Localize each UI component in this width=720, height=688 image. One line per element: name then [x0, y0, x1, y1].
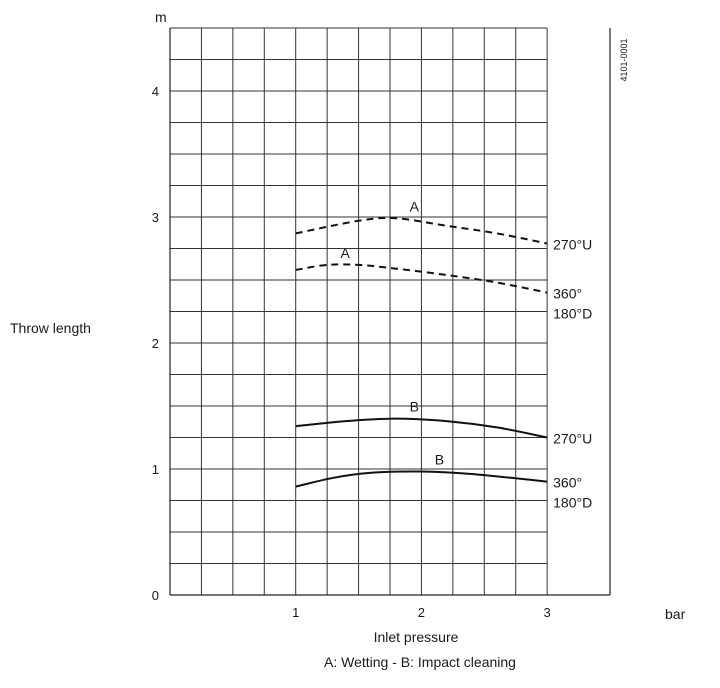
- grid: [170, 27, 548, 595]
- series-letter-label: B: [435, 452, 444, 468]
- x-tick-label: 3: [544, 605, 551, 620]
- y-tick-label: 4: [152, 84, 159, 99]
- figure-code: 4101-0001: [619, 38, 629, 81]
- y-axis-unit: m: [155, 9, 167, 25]
- x-tick-label: 1: [292, 605, 299, 620]
- series-letter-label: A: [410, 198, 420, 214]
- series-end-label: 270°U: [553, 431, 592, 447]
- y-tick-label: 0: [152, 588, 159, 603]
- tick-labels: 1 2 3 0 1 2 3 4: [152, 84, 551, 620]
- plot-frame: [169, 28, 611, 596]
- series-letter-label: B: [410, 399, 419, 415]
- series-line-b-4: [295, 470, 548, 488]
- y-tick-label: 1: [152, 462, 159, 477]
- x-tick-label: 2: [418, 605, 425, 620]
- series-lines: A 270°U A 360° 180°D B 270°U B 360° 180°D: [295, 198, 592, 511]
- x-axis-label: Inlet pressure: [374, 629, 459, 645]
- series-end-label: 360°: [553, 286, 582, 302]
- series-end-label: 180°D: [553, 306, 592, 322]
- series-line-a-2: [295, 263, 548, 294]
- x-axis-unit: bar: [665, 606, 686, 622]
- series-end-label: 360°: [553, 475, 582, 491]
- y-tick-label: 3: [152, 210, 159, 225]
- series-line-b-3: [295, 417, 548, 439]
- series-end-label: 180°D: [553, 495, 592, 511]
- series-end-label: 270°U: [553, 236, 592, 252]
- chart-caption: A: Wetting - B: Impact cleaning: [324, 654, 516, 670]
- y-tick-label: 2: [152, 336, 159, 351]
- y-axis-label: Throw length: [10, 320, 91, 336]
- series-line-a-1: [295, 216, 548, 245]
- series-letter-label: A: [340, 245, 350, 261]
